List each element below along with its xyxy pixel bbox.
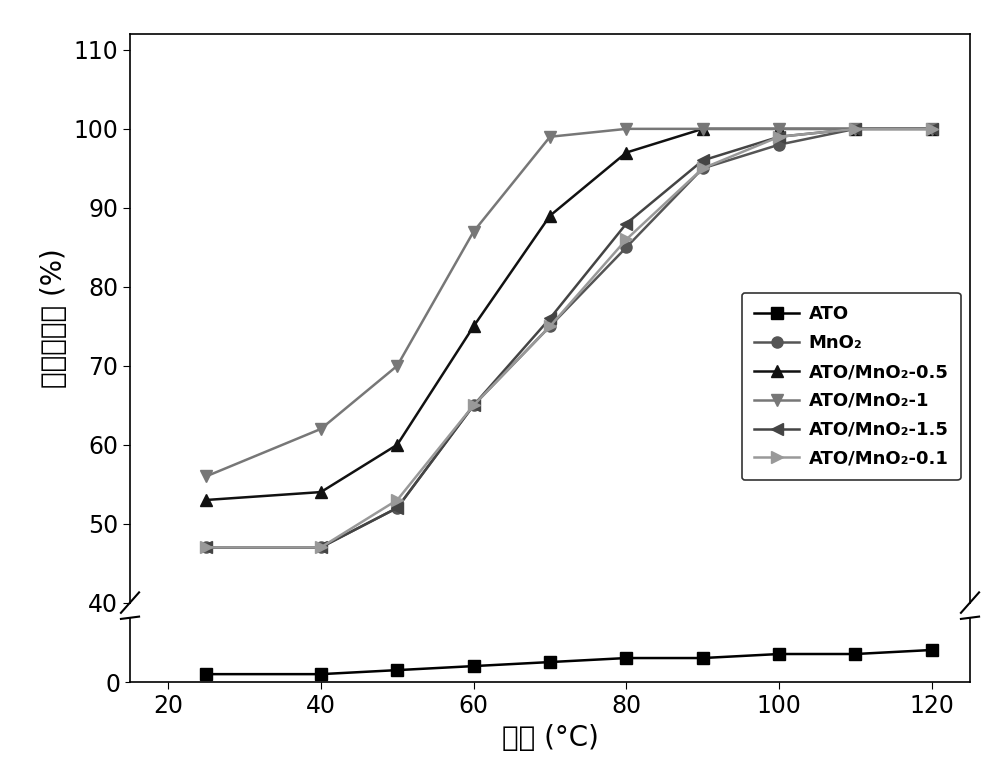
ATO/MnO₂-0.5	[544, 211, 556, 221]
ATO/MnO₂-1.5	[468, 401, 480, 410]
ATO/MnO₂-1.5	[849, 124, 861, 133]
MnO₂	[849, 124, 861, 133]
ATO/MnO₂-1	[544, 132, 556, 141]
ATO/MnO₂-0.1	[544, 321, 556, 330]
ATO/MnO₂-0.5	[620, 148, 632, 157]
ATO/MnO₂-0.1	[773, 132, 785, 141]
ATO/MnO₂-0.1	[468, 401, 480, 410]
ATO/MnO₂-1	[315, 424, 327, 434]
ATO/MnO₂-0.1	[926, 124, 938, 133]
ATO/MnO₂-1.5	[697, 156, 709, 165]
ATO/MnO₂-1.5	[926, 124, 938, 133]
MnO₂	[620, 243, 632, 252]
ATO/MnO₂-1	[200, 471, 212, 481]
ATO/MnO₂-0.5	[200, 496, 212, 505]
ATO/MnO₂-1	[926, 124, 938, 133]
MnO₂	[200, 543, 212, 552]
MnO₂	[468, 401, 480, 410]
ATO/MnO₂-0.5	[391, 440, 403, 449]
ATO/MnO₂-0.1	[620, 235, 632, 244]
MnO₂	[391, 503, 403, 512]
ATO/MnO₂-0.1	[200, 543, 212, 552]
ATO/MnO₂-0.5	[697, 124, 709, 133]
X-axis label: 温度 (°C): 温度 (°C)	[502, 724, 598, 752]
ATO/MnO₂-0.1	[697, 164, 709, 173]
Legend: ATO, MnO₂, ATO/MnO₂-0.5, ATO/MnO₂-1, ATO/MnO₂-1.5, ATO/MnO₂-0.1: ATO, MnO₂, ATO/MnO₂-0.5, ATO/MnO₂-1, ATO…	[742, 293, 961, 481]
ATO/MnO₂-1	[773, 124, 785, 133]
ATO/MnO₂-0.5	[315, 487, 327, 496]
ATO/MnO₂-0.5	[773, 124, 785, 133]
ATO/MnO₂-0.1	[391, 496, 403, 505]
ATO/MnO₂-1.5	[773, 132, 785, 141]
ATO/MnO₂-0.5	[926, 124, 938, 133]
ATO/MnO₂-1.5	[620, 219, 632, 228]
Line: ATO/MnO₂-0.1: ATO/MnO₂-0.1	[201, 124, 937, 553]
Y-axis label: 甲醒转化率 (%): 甲醒转化率 (%)	[40, 249, 68, 388]
MnO₂	[315, 543, 327, 552]
ATO/MnO₂-1	[849, 124, 861, 133]
ATO/MnO₂-1.5	[544, 314, 556, 323]
ATO/MnO₂-1.5	[391, 503, 403, 512]
Line: MnO₂: MnO₂	[201, 124, 937, 553]
Line: ATO/MnO₂-1: ATO/MnO₂-1	[201, 124, 937, 482]
MnO₂	[697, 164, 709, 173]
ATO/MnO₂-1	[620, 124, 632, 133]
ATO/MnO₂-1.5	[315, 543, 327, 552]
Line: ATO/MnO₂-1.5: ATO/MnO₂-1.5	[201, 124, 937, 553]
ATO/MnO₂-0.5	[849, 124, 861, 133]
MnO₂	[773, 140, 785, 149]
ATO/MnO₂-0.1	[315, 543, 327, 552]
ATO/MnO₂-1	[468, 227, 480, 236]
ATO/MnO₂-0.5	[468, 321, 480, 330]
ATO/MnO₂-1	[697, 124, 709, 133]
Line: ATO/MnO₂-0.5: ATO/MnO₂-0.5	[201, 124, 937, 506]
MnO₂	[544, 321, 556, 330]
ATO/MnO₂-1	[391, 362, 403, 371]
ATO/MnO₂-0.1	[849, 124, 861, 133]
MnO₂	[926, 124, 938, 133]
ATO/MnO₂-1.5	[200, 543, 212, 552]
